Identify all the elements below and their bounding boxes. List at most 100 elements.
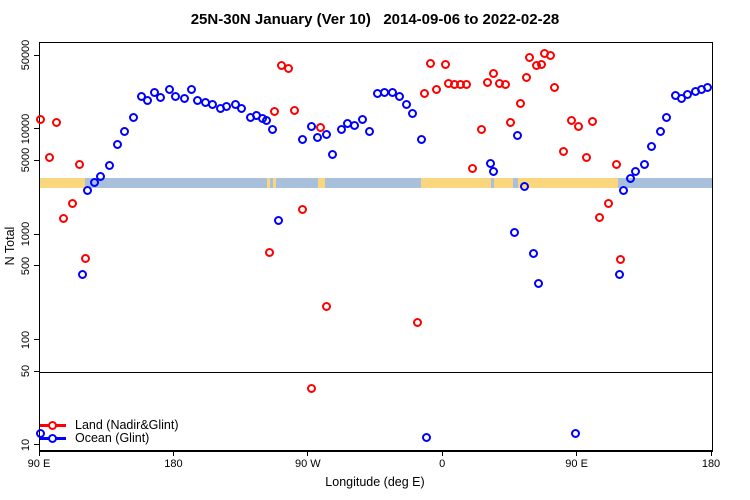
y-tick xyxy=(34,54,39,56)
y-tick-label: 500 xyxy=(20,256,32,276)
data-point-ocean xyxy=(90,177,100,187)
surface-band-segment-land xyxy=(517,177,618,189)
data-point-ocean xyxy=(408,109,418,119)
data-point-ocean xyxy=(179,93,189,103)
data-point-land xyxy=(545,51,555,61)
data-point-ocean xyxy=(129,113,139,123)
data-point-land xyxy=(269,106,279,116)
data-point-ocean xyxy=(417,134,427,144)
y-tick xyxy=(34,265,39,267)
data-point-land xyxy=(426,59,436,69)
legend-label-land: Land (Nadir&Glint) xyxy=(75,418,179,432)
x-tick-label: 90 W xyxy=(294,458,321,470)
data-point-land xyxy=(559,147,569,157)
data-point-land xyxy=(306,383,316,393)
data-point-ocean xyxy=(520,182,530,192)
data-point-land xyxy=(67,199,77,209)
data-point-land xyxy=(611,160,621,170)
surface-band-segment-ocean xyxy=(269,177,273,189)
data-point-ocean xyxy=(421,432,431,442)
data-point-ocean xyxy=(156,93,166,103)
data-point-ocean xyxy=(236,104,246,114)
x-tick-label: 90 E xyxy=(565,458,588,470)
data-point-land xyxy=(483,78,493,88)
data-point-land xyxy=(35,114,45,124)
data-point-ocean xyxy=(614,269,624,279)
data-point-land xyxy=(505,117,515,127)
data-point-land xyxy=(412,318,422,328)
data-point-ocean xyxy=(105,161,115,171)
land-circle-icon xyxy=(48,420,57,430)
surface-band-segment-ocean xyxy=(84,177,267,189)
surface-band-segment-land xyxy=(420,177,491,189)
data-point-ocean xyxy=(82,186,92,196)
data-point-land xyxy=(462,79,472,89)
y-tick-label: 5000 xyxy=(20,148,32,173)
surface-band-segment-ocean xyxy=(325,177,421,189)
data-point-ocean xyxy=(142,96,152,106)
land-marker-icon xyxy=(40,419,66,432)
x-tick xyxy=(172,451,174,456)
data-point-ocean xyxy=(170,91,180,101)
legend-label-ocean: Ocean (Glint) xyxy=(75,431,150,445)
data-point-land xyxy=(489,69,499,79)
data-point-land xyxy=(75,160,85,170)
data-point-land xyxy=(44,153,54,163)
data-point-ocean xyxy=(274,216,284,226)
data-point-land xyxy=(566,116,576,126)
data-point-land xyxy=(524,53,534,63)
data-point-land xyxy=(265,247,275,257)
data-point-land xyxy=(574,122,584,132)
ocean-circle-icon xyxy=(48,433,57,443)
data-point-land xyxy=(581,153,591,163)
y-axis-title: N Total xyxy=(3,226,17,266)
data-point-land xyxy=(477,124,487,134)
data-point-ocean xyxy=(512,130,522,140)
data-point-land xyxy=(604,199,614,209)
data-point-ocean xyxy=(321,129,331,139)
y-tick xyxy=(34,370,39,372)
data-point-ocean xyxy=(365,126,375,136)
data-point-ocean xyxy=(402,100,412,110)
y-tick-label: 100 xyxy=(20,330,32,349)
data-point-ocean xyxy=(221,102,231,112)
y-tick-label: 10000 xyxy=(20,113,32,144)
data-point-ocean xyxy=(639,160,649,170)
data-point-land xyxy=(290,105,300,115)
data-point-land xyxy=(616,255,625,265)
reference-line xyxy=(40,372,712,374)
data-point-ocean xyxy=(489,167,499,177)
surface-band-segment-land xyxy=(266,177,270,189)
data-point-land xyxy=(515,99,525,109)
data-point-ocean xyxy=(187,84,197,94)
x-tick-label: 180 xyxy=(701,458,721,470)
legend: Land (Nadir&Glint) Ocean (Glint) xyxy=(40,419,179,445)
surface-band-segment-ocean xyxy=(617,177,712,189)
data-point-ocean xyxy=(165,84,175,94)
data-point-land xyxy=(81,254,91,264)
data-point-land xyxy=(315,122,325,132)
data-point-land xyxy=(550,83,560,93)
data-point-ocean xyxy=(486,159,496,169)
ocean-marker-icon xyxy=(40,432,66,445)
y-tick-label: 1000 xyxy=(20,221,32,247)
y-tick xyxy=(34,233,39,235)
data-point-ocean xyxy=(78,269,88,279)
data-point-ocean xyxy=(533,279,543,289)
data-point-ocean xyxy=(529,249,539,259)
data-point-ocean xyxy=(327,149,337,159)
data-point-land xyxy=(501,79,511,89)
plot-area xyxy=(35,42,713,452)
x-axis-title: Longitude (deg E) xyxy=(325,475,425,489)
data-point-land xyxy=(587,117,597,127)
data-point-land xyxy=(595,213,605,223)
x-tick-label: 0 xyxy=(439,458,446,470)
surface-band-segment-land xyxy=(317,177,326,189)
data-point-ocean xyxy=(268,124,278,134)
y-tick xyxy=(34,159,39,161)
x-tick xyxy=(441,451,443,456)
x-tick xyxy=(38,451,40,456)
data-point-land xyxy=(521,73,531,83)
y-tick xyxy=(34,339,39,341)
data-point-ocean xyxy=(618,186,628,196)
